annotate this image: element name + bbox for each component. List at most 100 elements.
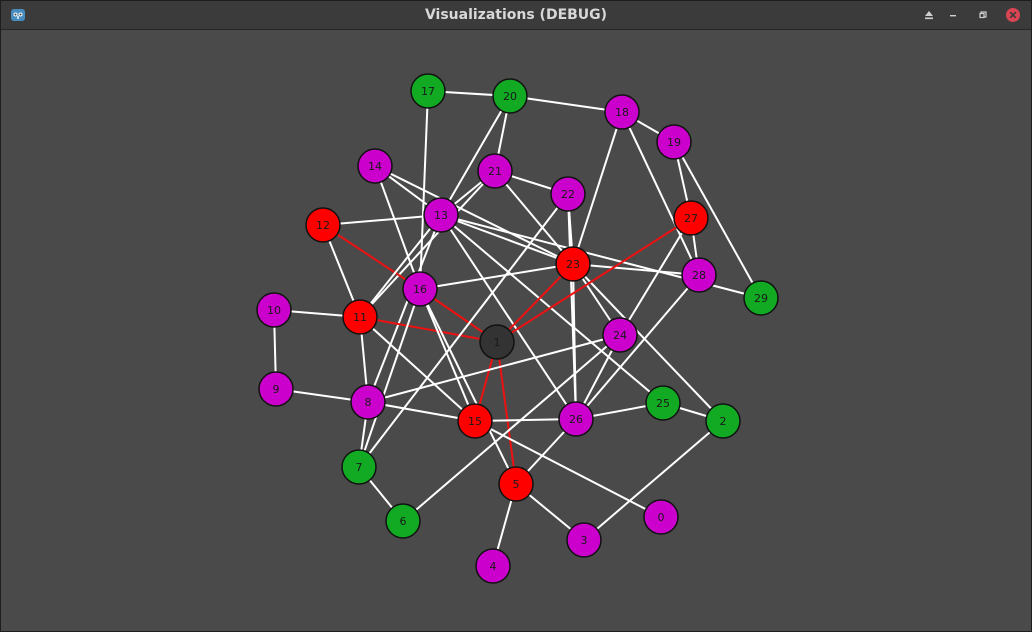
node-17[interactable]: 17 xyxy=(410,73,446,109)
minimize-icon[interactable] xyxy=(945,7,961,23)
title-bar[interactable]: Visualizations (DEBUG) xyxy=(1,1,1031,30)
node-circle-23[interactable] xyxy=(555,246,591,282)
node-label-6: 6 xyxy=(400,515,407,528)
node-5[interactable]: 5 xyxy=(498,466,534,502)
node-circle-15[interactable] xyxy=(457,403,493,439)
node-circle-5[interactable] xyxy=(498,466,534,502)
node-label-0: 0 xyxy=(658,511,665,524)
node-label-14: 14 xyxy=(368,160,382,173)
node-label-27: 27 xyxy=(684,212,698,225)
node-label-2: 2 xyxy=(720,415,727,428)
node-circle-4[interactable] xyxy=(475,548,511,584)
node-circle-3[interactable] xyxy=(566,522,602,558)
close-icon[interactable] xyxy=(1005,7,1021,23)
graph-diagram: 0123456789101112131415161718192021222324… xyxy=(256,73,779,584)
node-label-21: 21 xyxy=(488,165,502,178)
node-1[interactable]: 1 xyxy=(479,324,515,360)
node-label-1: 1 xyxy=(494,336,501,349)
node-6[interactable]: 6 xyxy=(385,503,421,539)
node-circle-12[interactable] xyxy=(305,207,341,243)
edge-13-8 xyxy=(367,214,442,403)
node-4[interactable]: 4 xyxy=(475,548,511,584)
node-2[interactable]: 2 xyxy=(705,403,741,439)
node-8[interactable]: 8 xyxy=(350,384,386,420)
node-21[interactable]: 21 xyxy=(477,153,513,189)
node-circle-10[interactable] xyxy=(256,292,292,328)
node-circle-0[interactable] xyxy=(643,499,679,535)
node-circle-11[interactable] xyxy=(342,299,378,335)
node-label-20: 20 xyxy=(503,90,517,103)
node-label-18: 18 xyxy=(615,106,629,119)
node-circle-27[interactable] xyxy=(673,200,709,236)
node-0[interactable]: 0 xyxy=(643,499,679,535)
node-label-25: 25 xyxy=(656,397,670,410)
node-13[interactable]: 13 xyxy=(423,197,459,233)
node-label-19: 19 xyxy=(667,136,681,149)
edge-8-24 xyxy=(367,334,621,403)
edge-16-15 xyxy=(419,288,476,422)
node-circle-24[interactable] xyxy=(602,317,638,353)
node-circle-19[interactable] xyxy=(656,124,692,160)
edge-14-16 xyxy=(374,165,421,290)
node-28[interactable]: 28 xyxy=(681,257,717,293)
node-10[interactable]: 10 xyxy=(256,292,292,328)
edge-28-26 xyxy=(575,274,700,420)
node-3[interactable]: 3 xyxy=(566,522,602,558)
edge-24-6 xyxy=(402,334,621,522)
edge-12-16 xyxy=(322,224,421,290)
node-label-7: 7 xyxy=(356,461,363,474)
node-18[interactable]: 18 xyxy=(604,94,640,130)
node-circle-2[interactable] xyxy=(705,403,741,439)
node-27[interactable]: 27 xyxy=(673,200,709,236)
node-circle-21[interactable] xyxy=(477,153,513,189)
node-16[interactable]: 16 xyxy=(402,271,438,307)
node-9[interactable]: 9 xyxy=(258,371,294,407)
edge-19-29 xyxy=(673,141,762,299)
node-circle-17[interactable] xyxy=(410,73,446,109)
node-label-23: 23 xyxy=(566,258,580,271)
node-11[interactable]: 11 xyxy=(342,299,378,335)
node-circle-7[interactable] xyxy=(341,449,377,485)
node-7[interactable]: 7 xyxy=(341,449,377,485)
edge-11-1 xyxy=(359,316,498,343)
edge-18-28 xyxy=(621,111,700,276)
node-29[interactable]: 29 xyxy=(743,280,779,316)
node-circle-20[interactable] xyxy=(492,78,528,114)
edge-16-7 xyxy=(358,288,421,468)
node-circle-1[interactable] xyxy=(479,324,515,360)
node-label-12: 12 xyxy=(316,219,330,232)
edge-21-23 xyxy=(494,170,574,265)
eject-icon[interactable] xyxy=(921,7,937,23)
node-24[interactable]: 24 xyxy=(602,317,638,353)
node-circle-16[interactable] xyxy=(402,271,438,307)
restore-icon[interactable] xyxy=(975,7,991,23)
node-23[interactable]: 23 xyxy=(555,246,591,282)
node-circle-14[interactable] xyxy=(357,148,393,184)
node-circle-29[interactable] xyxy=(743,280,779,316)
node-19[interactable]: 19 xyxy=(656,124,692,160)
edge-27-24 xyxy=(619,217,692,336)
edge-20-18 xyxy=(509,95,623,113)
node-12[interactable]: 12 xyxy=(305,207,341,243)
node-circle-6[interactable] xyxy=(385,503,421,539)
edge-23-16 xyxy=(419,263,574,290)
node-circle-13[interactable] xyxy=(423,197,459,233)
node-circle-25[interactable] xyxy=(645,385,681,421)
node-25[interactable]: 25 xyxy=(645,385,681,421)
node-circle-9[interactable] xyxy=(258,371,294,407)
node-14[interactable]: 14 xyxy=(357,148,393,184)
graph-canvas[interactable]: 0 1 2 3 4 5 6 7 8 9 10 11 12 13 14 15 16 17 18 19 20 21 22 23 24… xyxy=(6,30,1028,628)
edge-12-13 xyxy=(322,214,442,226)
node-15[interactable]: 15 xyxy=(457,403,493,439)
node-22[interactable]: 22 xyxy=(550,176,586,212)
node-label-3: 3 xyxy=(581,534,588,547)
node-circle-26[interactable] xyxy=(558,401,594,437)
node-circle-18[interactable] xyxy=(604,94,640,130)
node-circle-22[interactable] xyxy=(550,176,586,212)
node-circle-28[interactable] xyxy=(681,257,717,293)
edge-21-11 xyxy=(359,170,496,318)
node-26[interactable]: 26 xyxy=(558,401,594,437)
node-circle-8[interactable] xyxy=(350,384,386,420)
node-label-10: 10 xyxy=(267,304,281,317)
node-20[interactable]: 20 xyxy=(492,78,528,114)
